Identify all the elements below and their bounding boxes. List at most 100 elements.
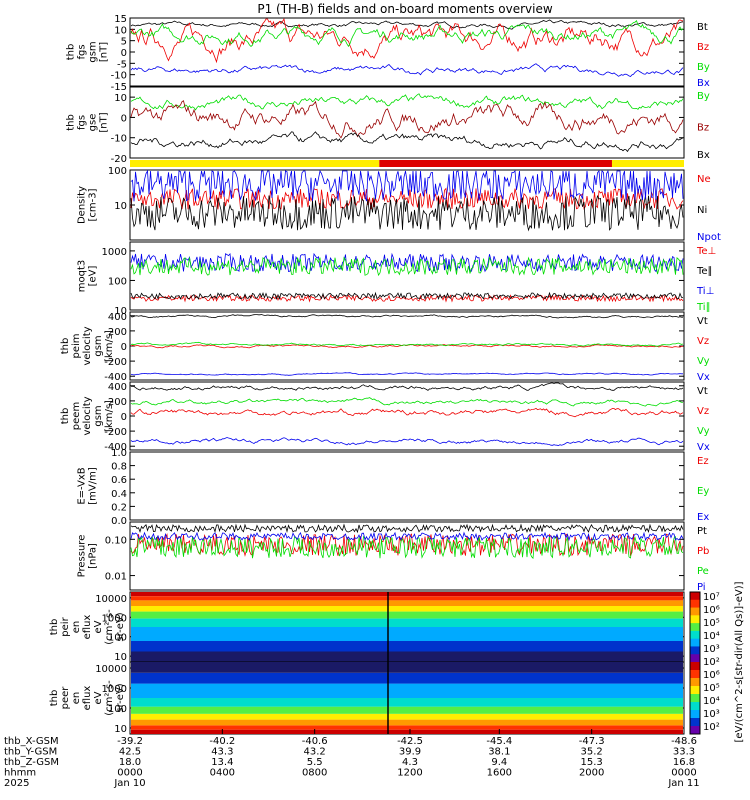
legend-entry: Vy	[697, 426, 710, 437]
y-tick-label: 10	[114, 652, 127, 663]
legend-entry: Vz	[697, 406, 709, 417]
y-axis-label: [nPa]	[88, 543, 99, 569]
colorbar-segment	[690, 646, 700, 655]
y-tick-label: 0.6	[111, 475, 127, 486]
series-line-Vt	[130, 314, 683, 319]
y-tick-label: 0.0	[111, 516, 127, 527]
y-tick-label: 200	[108, 327, 127, 338]
panel-1: thb fgs gse [nT] 10 0 -10 -20 By Bz Bx	[66, 86, 710, 165]
y-axis-label: peir	[60, 616, 71, 636]
colorbar-segment	[690, 592, 700, 601]
heatmap-band	[131, 592, 683, 597]
x-row-value: 15.3	[581, 757, 603, 768]
legend-entry: Ne	[697, 174, 711, 185]
y-axis-label: [km/s]	[104, 330, 115, 362]
y-tick-label: -400	[104, 442, 127, 453]
y-tick-label: 15	[114, 14, 127, 25]
heatmap-band	[131, 611, 683, 619]
y-tick-label: 0	[121, 342, 127, 353]
y-axis-label: Density	[77, 186, 88, 224]
colorbar-tick: 10²	[703, 722, 720, 733]
x-row-value: 2000	[579, 768, 604, 779]
y-tick-label: 0	[121, 48, 127, 59]
y-axis-label: fgs	[77, 115, 88, 130]
legend-entry: Ni	[697, 205, 707, 216]
panel-frame	[129, 451, 685, 521]
x-row-value: 1600	[487, 768, 512, 779]
heatmap-band	[131, 725, 683, 730]
y-tick-label: 1000	[102, 613, 127, 624]
x-axis-table: thb_X-GSM -39.2 -40.2 -40.6 -42.5 -45.4 -47.3 -…	[4, 729, 700, 789]
y-tick-label: 400	[108, 312, 127, 323]
mode-bar-segment	[130, 160, 380, 167]
legend-entry: Vx	[697, 442, 710, 453]
x-row-value: 39.9	[399, 747, 421, 758]
y-axis-label: [cm-3]	[88, 188, 99, 221]
y-tick-label: 1000	[102, 247, 127, 258]
panel-4: moqt3 [eV]1000 100 10 Te⊥ Te∥ Ti⊥ Ti∥	[77, 241, 716, 317]
colorbar-segment	[690, 630, 700, 640]
colorbar-tick: 10⁷	[703, 592, 720, 603]
y-tick-label: -20	[111, 154, 127, 165]
colorbar-tick: 10⁴	[703, 631, 720, 642]
heatmap-band	[131, 698, 683, 707]
y-tick-label: 1.0	[111, 448, 127, 459]
x-row-value: 0000	[117, 768, 142, 779]
x-row-value: 38.1	[488, 747, 510, 758]
colorbar-tick: 10⁶	[703, 605, 720, 616]
x-row-value: -40.2	[209, 736, 235, 747]
legend-entry: Ti⊥	[696, 286, 714, 297]
x-row-name: thb_X-GSM	[4, 736, 59, 747]
x-row-value: 43.3	[211, 747, 233, 758]
y-axis-label: en	[71, 621, 82, 634]
series-line-Bx	[130, 63, 684, 77]
y-axis-label: E=-VxB	[77, 467, 88, 504]
mode-bar-segment	[611, 160, 684, 167]
x-row-value: 35.2	[581, 747, 603, 758]
colorbar-segment	[690, 615, 700, 624]
y-tick-label: 0.8	[111, 462, 127, 473]
x-row-value: 42.5	[119, 747, 141, 758]
heatmap-band	[131, 662, 683, 673]
y-tick-label: 400	[108, 382, 127, 393]
y-axis-label: sr-eV)	[115, 683, 126, 712]
y-tick-label: 0.01	[105, 572, 127, 583]
y-tick-label: -10	[111, 71, 127, 82]
legend-entry: Ex	[697, 512, 709, 523]
colorbar-segment	[690, 694, 700, 703]
y-axis-label: thb	[66, 114, 77, 131]
heatmap-band	[131, 606, 683, 612]
heatmap-band	[131, 713, 683, 720]
y-axis-label: [nT]	[99, 42, 110, 62]
y-axis-label: (cm²-s-	[104, 680, 115, 716]
legend-entry: Bx	[697, 78, 710, 89]
heatmap-band	[131, 729, 683, 734]
legend-entry: Bz	[697, 123, 709, 134]
panel-2	[130, 160, 684, 167]
x-row-value: 0000	[671, 768, 696, 779]
colorbar-tick: 10³	[703, 709, 720, 720]
colorbar-segment	[690, 710, 700, 719]
colorbar-segment	[690, 686, 700, 695]
y-axis-label: gsm	[93, 335, 104, 356]
y-axis-label: thb	[60, 408, 71, 425]
x-row-name: 2025	[4, 778, 29, 789]
heatmap-band	[131, 683, 683, 698]
y-tick-label: 5	[121, 37, 127, 48]
y-tick-label: -15	[111, 82, 127, 93]
y-tick-label: -200	[104, 357, 127, 368]
x-row-name: hhmm	[4, 768, 36, 779]
panel-10: thb peer en eflux eV (cm²-s-sr-eV) 10000 1000 10…	[49, 661, 685, 735]
y-axis-label: sr-eV)	[115, 612, 126, 641]
series-line-Bz	[130, 18, 683, 64]
series-line-Pt	[130, 523, 684, 534]
y-tick-label: 1000	[102, 684, 127, 695]
series-line-Pi	[130, 531, 684, 542]
y-axis-label: en	[71, 692, 82, 705]
panel-frame	[129, 86, 685, 159]
y-tick-label: 0	[121, 113, 127, 124]
heatmap-band	[131, 651, 683, 662]
legend-entry: Pb	[697, 546, 709, 557]
series-line-Vt	[130, 382, 684, 391]
